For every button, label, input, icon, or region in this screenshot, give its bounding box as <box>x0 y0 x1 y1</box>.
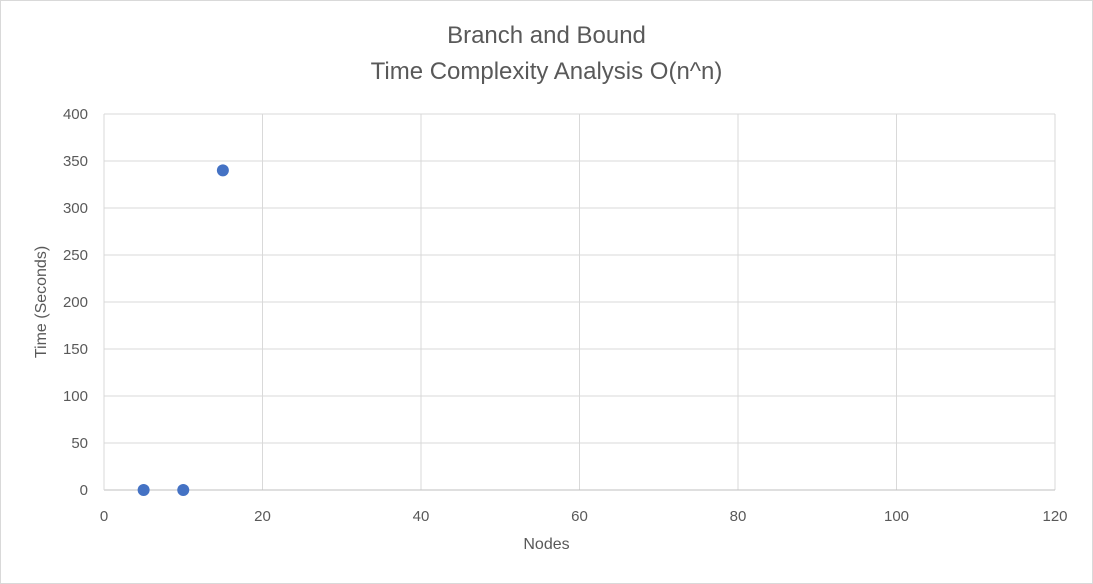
y-tick-label: 0 <box>80 482 88 499</box>
y-tick-label: 100 <box>63 388 88 405</box>
x-tick-label: 40 <box>413 508 430 525</box>
chart-subtitle: Time Complexity Analysis O(n^n) <box>370 58 723 85</box>
x-tick-label: 20 <box>254 508 271 525</box>
y-tick-label: 400 <box>63 106 88 123</box>
y-tick-label: 300 <box>63 200 88 217</box>
data-point <box>177 484 190 496</box>
x-tick-label: 0 <box>100 508 108 525</box>
y-tick-label: 200 <box>63 294 88 311</box>
x-tick-label: 100 <box>884 508 909 525</box>
x-tick-label: 80 <box>730 508 747 525</box>
y-tick-label: 250 <box>63 247 88 264</box>
x-tick-label: 120 <box>1042 508 1067 525</box>
chart-title: Branch and Bound <box>447 22 646 49</box>
y-tick-label: 50 <box>71 435 88 452</box>
y-tick-label: 350 <box>63 153 88 170</box>
data-point <box>216 164 229 177</box>
data-point <box>137 484 150 496</box>
x-axis-label: Nodes <box>523 536 570 553</box>
y-tick-label: 150 <box>63 341 88 358</box>
x-tick-label: 60 <box>571 508 588 525</box>
